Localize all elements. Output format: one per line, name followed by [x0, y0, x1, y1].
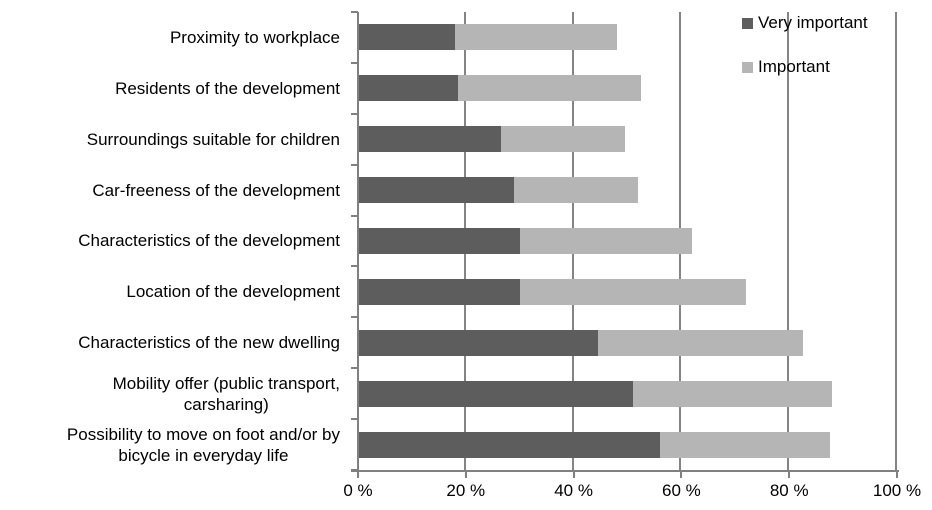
- category-label-text: Car-freeness of the development: [92, 180, 340, 200]
- y-axis-tick: [351, 61, 358, 64]
- x-axis-tick: [680, 470, 683, 478]
- bar-segment-important: [519, 278, 747, 305]
- category-label-text: Proximity to workplace: [169, 27, 340, 47]
- bar-segment-important: [514, 177, 639, 204]
- legend-swatch-very-important-icon: [742, 17, 753, 29]
- bar-segment-very-important: [358, 177, 515, 204]
- category-label-text: Characteristics of the new dwelling: [78, 333, 340, 353]
- category-label: Car-freeness of the development: [0, 165, 340, 216]
- bar-row: [358, 24, 897, 51]
- bar-segment-very-important: [358, 278, 520, 305]
- x-axis-tick-label: 0 %: [343, 481, 373, 500]
- bar-row: [358, 380, 897, 407]
- category-label: Residents of the development: [0, 63, 340, 114]
- bar-row: [358, 278, 897, 305]
- bar-segment-important: [500, 126, 625, 153]
- bar-row: [358, 228, 897, 254]
- bar-segment-very-important: [358, 380, 633, 407]
- x-axis-tick: [464, 470, 467, 478]
- x-axis-tick-label: 20 %: [446, 481, 486, 500]
- x-axis-tick-label: 80 %: [769, 481, 809, 500]
- x-axis-tick-label: 100 %: [872, 481, 922, 500]
- bar-segment-important: [457, 75, 641, 102]
- category-label: Location of the development: [0, 266, 340, 317]
- gridline-80: [787, 12, 790, 470]
- bar-segment-important: [597, 329, 803, 356]
- legend-item-very-important: Very important: [742, 12, 868, 34]
- y-axis-tick: [351, 163, 358, 166]
- category-label-text: Possibility to move on foot and/or by bi…: [66, 424, 340, 465]
- x-axis-tick: [357, 470, 359, 478]
- bar-row: [358, 431, 897, 458]
- x-axis-tick: [896, 470, 898, 478]
- category-label: Mobility offer (public transport, carsha…: [0, 368, 340, 419]
- y-axis-tick: [351, 112, 358, 115]
- bar-segment-very-important: [358, 75, 458, 102]
- y-axis-tick: [351, 316, 358, 319]
- y-axis-tick: [351, 469, 358, 471]
- bar-segment-important: [519, 228, 693, 254]
- category-label: Characteristics of the new dwelling: [0, 317, 340, 368]
- category-label-text: Location of the development: [126, 282, 340, 302]
- bar-segment-very-important: [358, 126, 501, 153]
- bar-segment-very-important: [358, 24, 456, 51]
- y-axis-line: [357, 12, 359, 471]
- bar-segment-important: [632, 380, 833, 407]
- category-axis-labels: Proximity to workplace Residents of the d…: [0, 12, 349, 470]
- legend: Very important Important: [742, 12, 868, 100]
- category-label-text: Residents of the development: [115, 78, 340, 98]
- legend-label-important: Important: [758, 57, 830, 76]
- bar-row: [358, 126, 897, 153]
- category-label: Proximity to workplace: [0, 12, 340, 63]
- category-label-text: Characteristics of the development: [78, 231, 340, 251]
- bar-segment-very-important: [358, 228, 520, 254]
- legend-item-important: Important: [742, 56, 868, 78]
- x-axis-tick-label: 60 %: [662, 481, 701, 500]
- plot-area: [358, 12, 897, 470]
- bar-row: [358, 329, 897, 356]
- bar-row: [358, 177, 897, 204]
- x-axis-tick-label: 40 %: [554, 481, 593, 500]
- y-axis-tick: [351, 11, 358, 13]
- bar-segment-important: [659, 431, 830, 458]
- legend-label-very-important: Very important: [758, 13, 868, 32]
- bar-segment-very-important: [358, 431, 660, 458]
- category-label-text: Surroundings suitable for children: [86, 129, 340, 149]
- x-axis-line: [351, 470, 899, 472]
- bar-segment-very-important: [358, 329, 598, 356]
- y-axis-tick: [351, 214, 358, 217]
- y-axis-tick: [351, 367, 358, 370]
- gridline-100: [895, 12, 897, 470]
- bar-row: [358, 75, 897, 102]
- y-axis-tick: [351, 265, 358, 268]
- x-axis-tick: [788, 470, 791, 478]
- legend-swatch-important-icon: [742, 61, 753, 73]
- category-label: Surroundings suitable for children: [0, 114, 340, 165]
- y-axis-tick: [351, 418, 358, 421]
- x-axis-tick: [572, 470, 575, 478]
- category-label: Possibility to move on foot and/or by bi…: [0, 419, 340, 470]
- category-label: Characteristics of the development: [0, 216, 340, 267]
- category-label-text: Mobility offer (public transport, carsha…: [112, 373, 340, 414]
- bar-segment-important: [455, 24, 617, 51]
